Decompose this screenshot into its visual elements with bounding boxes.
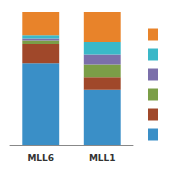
svg-text:MLL6: MLL6 <box>27 153 54 163</box>
svg-text:MLL1: MLL1 <box>89 153 116 163</box>
